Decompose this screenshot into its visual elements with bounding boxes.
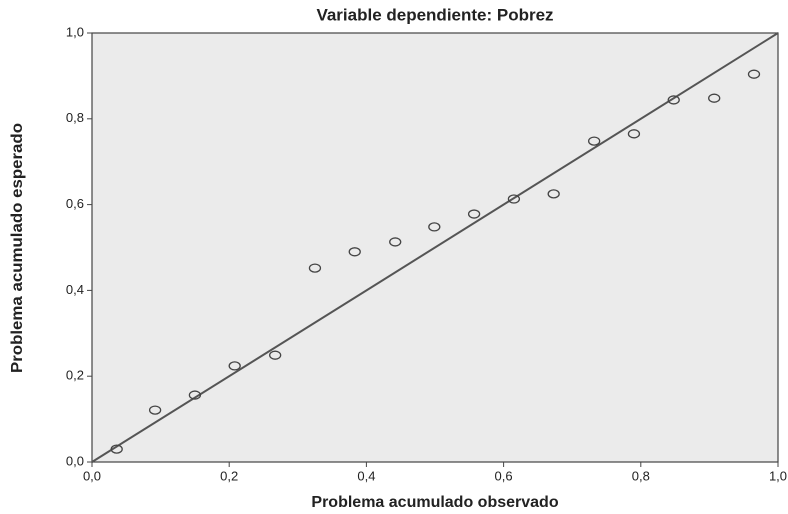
x-tick-label: 0,0 [83, 468, 101, 483]
point [627, 129, 641, 139]
point [148, 405, 162, 415]
point [547, 189, 560, 199]
x-tick-label: 0,6 [495, 468, 513, 483]
point [708, 93, 721, 103]
y-tick-label: 0,4 [66, 282, 84, 297]
point [269, 350, 282, 360]
x-tick-label: 1,0 [769, 468, 787, 483]
point [188, 390, 202, 400]
point [228, 361, 241, 371]
point [110, 444, 123, 454]
point [428, 222, 441, 232]
y-tick-label: 1,0 [66, 24, 84, 39]
reference-line [91, 32, 779, 463]
x-axis-label: Problema acumulado observado [311, 494, 558, 511]
point [588, 136, 601, 146]
y-tick-label: 0,8 [66, 110, 84, 125]
y-tick-label: 0,2 [66, 368, 84, 383]
point [667, 95, 680, 105]
point [348, 247, 361, 257]
x-tick-label: 0,8 [632, 468, 650, 483]
point [308, 263, 322, 273]
point [507, 194, 521, 204]
y-tick-label: 0,6 [66, 196, 84, 211]
y-axis-label: Problema acumulado esperado [9, 123, 26, 373]
y-tick-label: 0,0 [66, 453, 84, 468]
x-tick-label: 0,4 [357, 468, 375, 483]
x-tick-label: 0,2 [220, 468, 238, 483]
point [747, 69, 761, 79]
point [389, 237, 402, 247]
point [467, 209, 481, 219]
chart-title: Variable dependiente: Pobrez [316, 5, 553, 24]
